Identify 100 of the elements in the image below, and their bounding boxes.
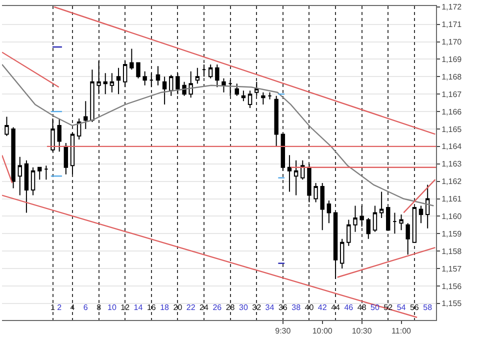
candlestick bbox=[379, 191, 384, 218]
candlestick bbox=[57, 118, 62, 152]
y-tick-label: 1,158 bbox=[442, 246, 462, 256]
candlestick bbox=[24, 160, 29, 214]
candlestick bbox=[116, 67, 121, 95]
candlestick bbox=[399, 214, 404, 231]
x2-tick-label: 14 bbox=[134, 303, 144, 312]
y-tick-label: 1,165 bbox=[442, 124, 462, 134]
candlestick bbox=[320, 182, 324, 231]
x2-tick-label: 8 bbox=[96, 303, 102, 312]
x2-tick-label: 12 bbox=[120, 303, 130, 312]
candlestick bbox=[215, 64, 220, 88]
y-tick-label: 1,170 bbox=[442, 38, 462, 47]
y-tick-label: 1,172 bbox=[442, 2, 462, 12]
x2-tick-label: 2 bbox=[57, 303, 62, 312]
candlestick bbox=[228, 80, 232, 96]
candlestick bbox=[202, 64, 206, 78]
candlestick bbox=[122, 60, 128, 88]
candlestick bbox=[326, 200, 332, 224]
candlestick bbox=[76, 118, 82, 140]
candlestick bbox=[64, 142, 68, 175]
candlestick bbox=[406, 222, 410, 256]
candlestick bbox=[50, 118, 55, 152]
candlestick bbox=[425, 184, 430, 229]
y-tick-label: 1,168 bbox=[442, 72, 462, 82]
x2-tick-label: 26 bbox=[212, 303, 222, 312]
y-tick-label: 1,157 bbox=[442, 264, 462, 274]
x2-tick-label: 34 bbox=[265, 303, 275, 312]
x-tick-label: 10:00 bbox=[312, 326, 333, 336]
candlestick bbox=[333, 212, 338, 280]
candlestick bbox=[372, 205, 378, 232]
x2-tick-label: 48 bbox=[357, 303, 367, 312]
y-tick-label: 1,156 bbox=[442, 282, 462, 291]
candlestick bbox=[162, 76, 167, 106]
candlestick bbox=[169, 74, 174, 96]
x2-tick-label: 50 bbox=[370, 303, 380, 312]
candlestick bbox=[294, 160, 298, 196]
x2-tick-label: 18 bbox=[160, 303, 170, 312]
candlestick bbox=[195, 67, 200, 84]
x2-tick-label: 1 bbox=[50, 303, 56, 312]
candlestick bbox=[96, 60, 101, 95]
y-tick-label: 1,163 bbox=[442, 160, 462, 169]
candlestick bbox=[300, 160, 305, 180]
x2-tick-label: 46 bbox=[344, 303, 354, 312]
candlestick bbox=[386, 206, 390, 231]
candlestick bbox=[130, 48, 134, 70]
candlestick bbox=[156, 66, 160, 86]
x2-tick-label: 44 bbox=[331, 303, 341, 312]
candlestick bbox=[340, 238, 344, 270]
candlestick bbox=[314, 182, 318, 203]
candlestick bbox=[30, 166, 36, 196]
candlestick bbox=[307, 163, 312, 203]
x-tick-label: 11:00 bbox=[392, 326, 412, 336]
x2-tick-label: 32 bbox=[252, 303, 262, 312]
x2-tick-label: 24 bbox=[200, 303, 210, 312]
x2-tick-label: 6 bbox=[83, 303, 88, 312]
x2-tick-label: 58 bbox=[423, 303, 433, 312]
candlestick bbox=[70, 132, 75, 175]
line-series bbox=[2, 64, 434, 206]
x2-tick-label: 36 bbox=[278, 303, 288, 312]
y-tick-label: 1,160 bbox=[442, 212, 462, 222]
x2-tick-label: 16 bbox=[146, 303, 156, 312]
x2-tick-label: 22 bbox=[186, 303, 196, 312]
candlestick bbox=[11, 126, 16, 189]
x2-tick-label: 40 bbox=[304, 303, 314, 312]
candlestick bbox=[280, 134, 286, 172]
candlestick bbox=[392, 212, 397, 234]
candlestick bbox=[366, 217, 371, 240]
y-tick-label: 1,171 bbox=[442, 20, 462, 30]
candlestick bbox=[261, 92, 266, 106]
x2-tick-label: 10 bbox=[107, 303, 117, 312]
y-tick-label: 1,162 bbox=[442, 177, 462, 186]
candlestick bbox=[287, 154, 292, 192]
candlestick bbox=[18, 156, 22, 196]
x2-tick-label: 4 bbox=[70, 303, 76, 312]
candlestick bbox=[222, 78, 226, 93]
x2-tick-label: 30 bbox=[239, 303, 248, 312]
candlestick bbox=[103, 72, 108, 95]
candlestick bbox=[188, 70, 193, 98]
candlestick bbox=[254, 81, 259, 96]
candlestick bbox=[274, 95, 278, 147]
y-tick-label: 1,161 bbox=[442, 194, 462, 204]
candlestick bbox=[84, 100, 88, 130]
candlestick bbox=[38, 166, 42, 180]
candlestick bbox=[44, 165, 48, 180]
candlestick bbox=[142, 70, 147, 86]
x-tick-label: 10:30 bbox=[352, 326, 372, 336]
y-tick-label: 1,166 bbox=[442, 107, 462, 116]
candlestick bbox=[4, 116, 9, 136]
x2-tick-label: 20 bbox=[173, 303, 183, 312]
candlestick bbox=[234, 83, 239, 96]
y-tick-label: 1,167 bbox=[442, 90, 462, 99]
candlestick bbox=[136, 62, 140, 79]
y-tick-label: 1,164 bbox=[442, 142, 462, 152]
candlestick bbox=[241, 90, 246, 102]
candlestick bbox=[149, 72, 154, 88]
candlestick bbox=[412, 206, 417, 243]
candlestick bbox=[208, 64, 213, 79]
candlestick bbox=[248, 90, 252, 109]
y-tick-label: 1,159 bbox=[442, 229, 462, 238]
